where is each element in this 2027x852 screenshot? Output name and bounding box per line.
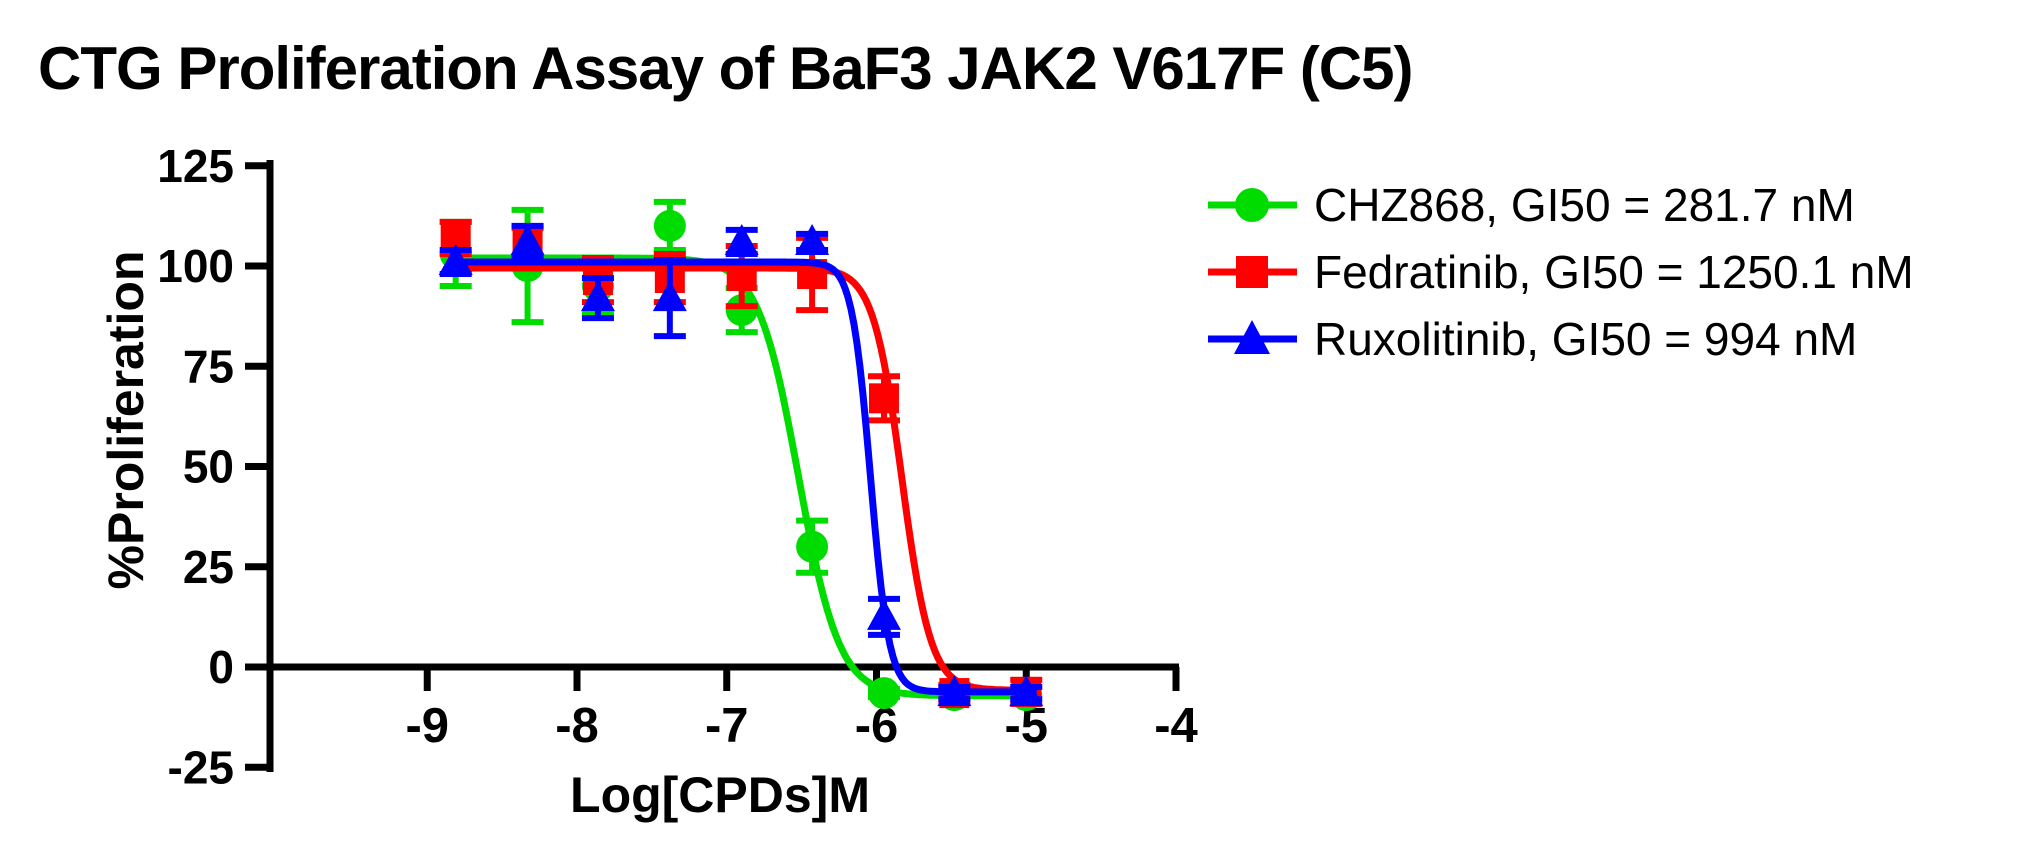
- data-point-triangle: [438, 243, 473, 275]
- y-tick-label: 75: [183, 340, 234, 392]
- legend-marker: [1235, 188, 1269, 222]
- legend-marker: [1234, 320, 1270, 354]
- legend-swatch: [1208, 188, 1297, 222]
- x-tick-label: -8: [555, 699, 599, 753]
- data-point-triangle: [795, 223, 830, 255]
- y-tick-label: -25: [168, 741, 234, 793]
- legend-marker-circle-icon: [1208, 188, 1297, 222]
- legend-swatch: [1208, 256, 1297, 288]
- x-axis: -9 -8 -7 -6 -5 -4: [267, 663, 1198, 753]
- data-point-circle: [725, 294, 758, 327]
- data-point-circle: [796, 530, 829, 563]
- legend-item-chz868: CHZ868, GI50 = 281.7 nM: [1205, 182, 1914, 228]
- legend-label: CHZ868, GI50 = 281.7 nM: [1314, 179, 1855, 231]
- x-axis-title: Log[CPDs]M: [570, 767, 870, 823]
- y-tick-label: 25: [183, 541, 234, 593]
- legend-marker-square-icon: [1208, 256, 1297, 288]
- legend-swatch: [1208, 320, 1297, 354]
- legend-marker-triangle-icon: [1208, 320, 1297, 354]
- data-point-square: [868, 383, 899, 414]
- data-point-triangle: [937, 675, 972, 707]
- y-tick-label: 50: [183, 441, 234, 493]
- data-point-triangle: [866, 598, 901, 630]
- x-tick-label: -6: [855, 699, 899, 753]
- legend-label: Ruxolitinib, GI50 = 994 nM: [1314, 313, 1858, 365]
- legend-marker: [1236, 256, 1268, 288]
- y-axis: 125 100 75 50 25 0 -25: [157, 140, 274, 793]
- y-tick-label: 125: [157, 140, 234, 192]
- legend-item-fedratinib: Fedratinib, GI50 = 1250.1 nM: [1205, 249, 1914, 295]
- data-point-triangle: [580, 280, 615, 312]
- data-point-circle: [867, 677, 900, 710]
- chart-legend: CHZ868, GI50 = 281.7 nM Fedratinib, GI50…: [1205, 182, 1914, 362]
- data-point-triangle: [724, 223, 759, 255]
- x-tick-label: -4: [1154, 699, 1198, 753]
- y-tick-label: 0: [208, 641, 234, 693]
- data-point-triangle: [652, 280, 687, 312]
- fit-curve: [449, 258, 1037, 696]
- chart-title: CTG Proliferation Assay of BaF3 JAK2 V61…: [38, 35, 1413, 102]
- legend-item-ruxolitinib: Ruxolitinib, GI50 = 994 nM: [1205, 316, 1914, 362]
- legend-label: Fedratinib, GI50 = 1250.1 nM: [1314, 246, 1914, 298]
- y-tick-label: 100: [157, 240, 234, 292]
- data-point-triangle: [510, 223, 545, 255]
- series-ruxolitinib: [438, 222, 1044, 707]
- x-tick-label: -9: [405, 699, 449, 753]
- data-point-square: [726, 261, 757, 292]
- data-point-triangle: [1009, 675, 1044, 707]
- x-tick-label: -7: [705, 699, 749, 753]
- data-point-circle: [653, 209, 686, 242]
